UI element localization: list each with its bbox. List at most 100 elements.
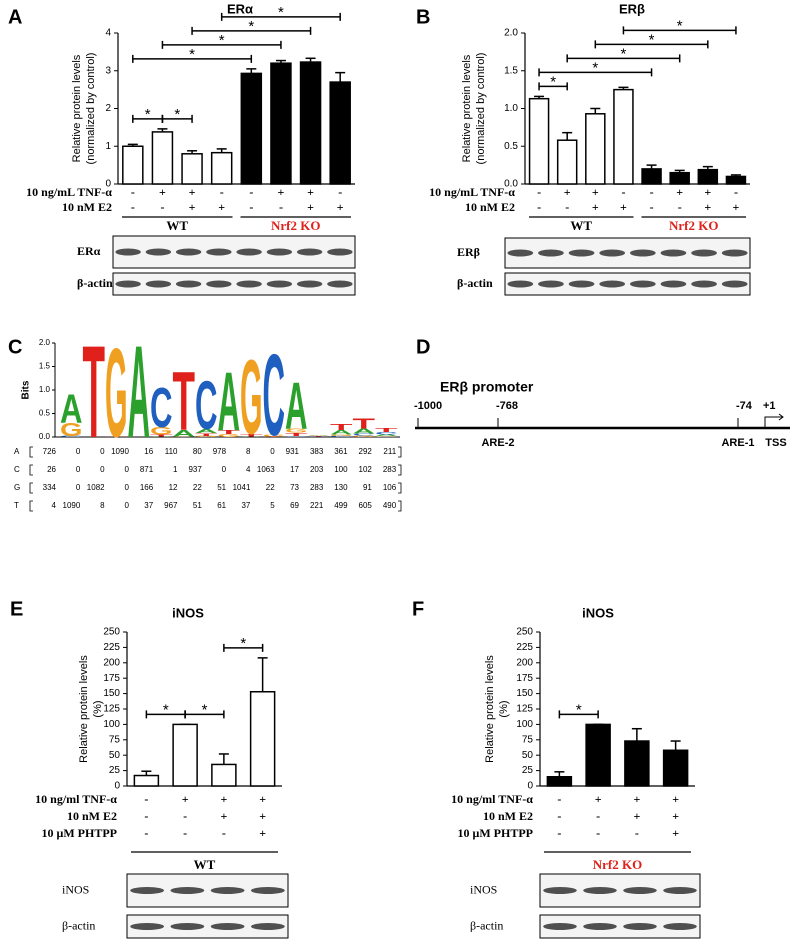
- logo-letter: G: [353, 435, 375, 437]
- treatment-label: 10 nM E2: [465, 200, 515, 214]
- bar: [641, 168, 662, 185]
- treatment-sign: +: [337, 200, 344, 214]
- blot-label: β-actin: [77, 276, 113, 290]
- matrix-count: 12: [169, 483, 178, 492]
- treatment-sign: +: [189, 185, 196, 199]
- matrix-bracket: [29, 464, 402, 476]
- y-axis-label: (normalized by control): [475, 53, 487, 165]
- blot-band: [507, 249, 534, 257]
- significance-label: *: [550, 73, 556, 90]
- group-label: WT: [166, 218, 188, 233]
- treatment-sign: -: [131, 200, 135, 214]
- treatment-sign: +: [633, 792, 640, 806]
- treatment-label: 10 μM PHTPP: [42, 826, 117, 840]
- y-tick-label: 150: [103, 688, 120, 699]
- blot-band: [538, 249, 564, 257]
- treatment-sign: +: [620, 200, 627, 214]
- y-tick-label: 4: [105, 28, 111, 39]
- matrix-bracket: [29, 446, 402, 458]
- blot-band: [206, 280, 232, 288]
- y-tick-label: 250: [103, 627, 120, 638]
- treatment-sign: +: [259, 792, 266, 806]
- blot-band: [691, 249, 717, 257]
- logo-letter: A: [353, 427, 376, 435]
- group-label: WT: [570, 218, 592, 233]
- matrix-count: 978: [213, 447, 227, 456]
- y-tick-label: 50: [522, 750, 534, 761]
- significance-label: *: [240, 635, 246, 652]
- significance-bracket: [594, 40, 709, 49]
- element-label: ARE-2: [481, 437, 514, 449]
- treatment-sign: +: [259, 809, 266, 823]
- chart-title: ERα: [227, 1, 253, 16]
- blot-band: [327, 248, 353, 256]
- y-axis-label: Bits: [21, 380, 32, 399]
- treatment-sign: -: [621, 185, 625, 199]
- matrix-count: 106: [383, 483, 397, 492]
- matrix-count: 1090: [111, 447, 129, 456]
- treatment-sign: -: [183, 826, 187, 840]
- matrix-count: 0: [100, 465, 105, 474]
- treatment-sign: -: [144, 792, 148, 806]
- matrix-count: 1: [173, 465, 178, 474]
- logo-letter: A: [195, 428, 217, 435]
- matrix-count: 499: [334, 501, 348, 510]
- logo-letter: G: [150, 425, 172, 437]
- y-tick-label: 150: [516, 688, 533, 699]
- y-tick-label: 100: [103, 719, 120, 730]
- logo-letter: C: [308, 436, 331, 437]
- matrix-count: 383: [310, 447, 324, 456]
- blot-band: [623, 887, 657, 894]
- matrix-count: 37: [241, 501, 250, 510]
- blot-band: [170, 923, 205, 930]
- bar: [669, 171, 690, 185]
- matrix-count: 110: [165, 447, 178, 456]
- treatment-sign: -: [160, 200, 164, 214]
- position-label: -768: [496, 400, 518, 412]
- y-tick-label: 2.0: [39, 338, 51, 347]
- treatment-sign: +: [592, 185, 599, 199]
- matrix-count: 490: [383, 501, 397, 510]
- logo-letter: A: [285, 370, 308, 444]
- y-tick-label: 250: [516, 627, 533, 638]
- logo-letter: G: [240, 340, 262, 457]
- significance-label: *: [677, 17, 683, 34]
- matrix-count: 130: [334, 483, 348, 492]
- y-tick-label: 75: [522, 734, 534, 745]
- treatment-sign: -: [279, 200, 283, 214]
- matrix-base: T: [14, 501, 19, 510]
- significance-bracket: [191, 26, 312, 35]
- panel-letter: D: [416, 336, 430, 358]
- y-tick-label: 0: [527, 781, 533, 792]
- panel-letter: A: [8, 6, 22, 28]
- logo-letter: A: [308, 435, 331, 436]
- matrix-count: 4: [52, 501, 57, 510]
- bar: [662, 749, 689, 787]
- significance-bracket: [538, 82, 568, 91]
- significance-bracket: [161, 40, 282, 49]
- bar: [585, 723, 611, 787]
- treatment-sign: +: [672, 809, 679, 823]
- blot: [504, 272, 751, 296]
- treatment-sign: -: [596, 809, 600, 823]
- matrix-bracket: [29, 482, 402, 494]
- significance-label: *: [189, 46, 195, 63]
- treatment-sign: +: [278, 185, 285, 199]
- logo-letter: T: [150, 434, 173, 437]
- treatment-sign: +: [259, 826, 266, 840]
- matrix-base: A: [14, 447, 20, 456]
- matrix-count: 26: [47, 465, 56, 474]
- matrix-count: 22: [266, 483, 275, 492]
- treatment-sign: -: [144, 809, 148, 823]
- blot-band: [660, 280, 687, 288]
- significance-bracket: [223, 643, 264, 652]
- blot-band: [599, 280, 626, 288]
- logo-letter: C: [330, 436, 353, 438]
- panel-letter: C: [8, 336, 22, 358]
- group-label: WT: [194, 857, 216, 872]
- matrix-count: 100: [334, 465, 348, 474]
- blot-band: [568, 249, 595, 257]
- blot-band: [623, 923, 657, 930]
- blot-label: iNOS: [62, 882, 89, 896]
